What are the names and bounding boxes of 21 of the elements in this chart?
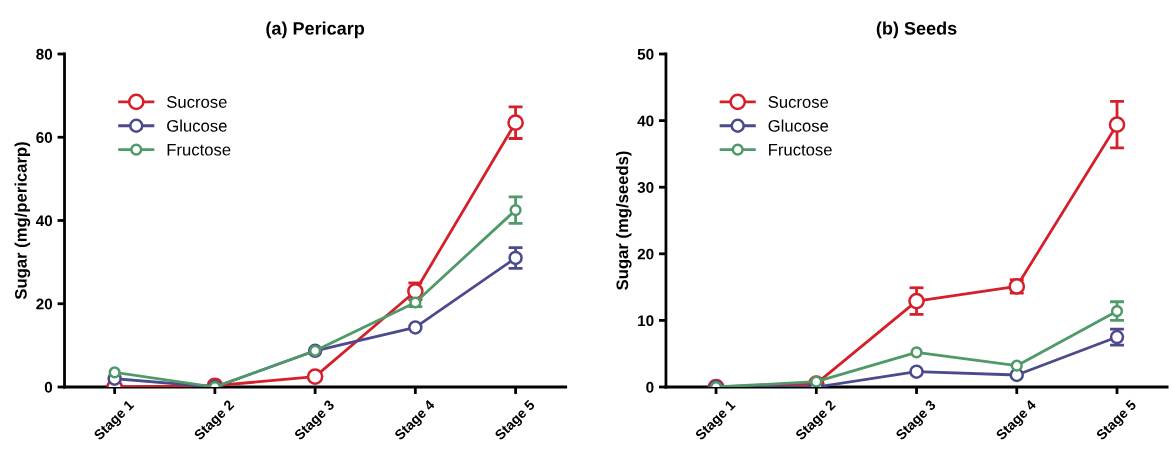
y-axis-title: Sugar (mg/seeds) [615,151,632,290]
y-tick-label: 10 [638,315,654,327]
y-tick-label: 20 [36,298,53,310]
legend-label: Glucose [768,119,829,132]
y-tick-label: 80 [36,48,53,60]
y-tick-label: 0 [44,381,53,393]
legend-label: Sucrose [768,96,829,108]
chart-title: (b) Seeds [876,21,957,39]
y-tick-label: 50 [637,48,654,60]
legend-label: Fructose [167,143,231,156]
y-tick-label: 20 [637,248,654,260]
y-tick-label: 40 [637,115,654,127]
y-tick-label: 40 [35,215,53,227]
y-axis-title: Sugar (mg/pericarp) [14,142,31,300]
y-tick-label: 30 [637,182,654,193]
y-tick-label: 60 [36,132,53,143]
y-tick-label: 0 [646,381,654,393]
legend-label: Glucose [167,119,227,132]
legend-label: Fructose [769,143,832,156]
chart-title: (a) Pericarp [266,21,365,39]
legend-label: Sucrose [167,96,227,108]
